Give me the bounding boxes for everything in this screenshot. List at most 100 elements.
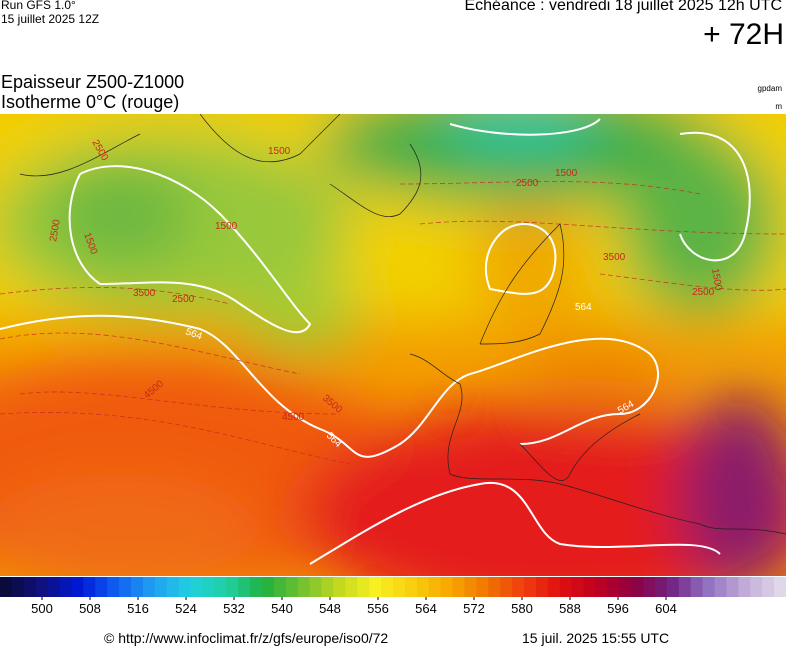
colorbar-cell	[452, 577, 465, 597]
colorbar-cell	[524, 577, 537, 597]
colorbar-cell	[154, 577, 168, 597]
colorbar-cell	[762, 577, 775, 597]
contour-label: 1500	[268, 146, 291, 157]
colorbar-cell	[464, 577, 477, 597]
colorbar-cell	[512, 577, 525, 597]
contour-label: 1500	[709, 268, 724, 292]
colorbar-cell	[428, 577, 442, 597]
colorbar-cell	[131, 577, 144, 597]
colorbar-cell	[726, 577, 739, 597]
colorbar-cell	[535, 577, 549, 597]
contour-label: 2500	[172, 294, 195, 305]
colorbar-cell	[35, 577, 49, 597]
run-date: 15 juillet 2025 12Z	[1, 12, 100, 26]
colorbar-cell	[321, 577, 334, 597]
colorbar-cell	[345, 577, 358, 597]
colorbar-cell	[678, 577, 692, 597]
colorbar-cell	[416, 577, 430, 597]
colorbar-cell	[273, 577, 287, 597]
colorbar-cell	[547, 577, 561, 597]
colorbar-cell	[369, 577, 382, 597]
colorbar-cell	[690, 577, 704, 597]
colorbar-cell	[738, 577, 751, 597]
colorbar-cell	[142, 577, 156, 597]
contour-label: 2500	[692, 287, 715, 298]
colorbar-cell	[381, 577, 394, 597]
colorbar-label: 540	[271, 601, 293, 616]
colorbar-cell	[440, 577, 454, 597]
lead-time: + 72H	[703, 18, 784, 51]
colorbar-cell	[559, 577, 573, 597]
colorbar-cell	[0, 577, 13, 597]
contour-label: 2500	[48, 218, 63, 242]
colorbar-label: 572	[463, 601, 485, 616]
contour-label: 1500	[555, 168, 578, 179]
contour-label: 4500	[282, 412, 305, 423]
colorbar-cell	[333, 577, 346, 597]
colorbar-label: 588	[559, 601, 581, 616]
unit: gpdam	[757, 84, 782, 93]
title-line: Epaisseur Z500-Z1000	[1, 72, 185, 92]
map: 2500 1500 1500 2500 1500 3500 2500 564 4…	[0, 114, 786, 576]
colorbar-cell	[107, 577, 120, 597]
colorbar-cell	[714, 577, 727, 597]
colorbar-cell	[119, 577, 132, 597]
contour-label: 3500	[603, 252, 626, 263]
title-line: Isotherme 0°C (rouge)	[1, 92, 180, 112]
coastlines	[19, 114, 786, 535]
contour-label: 2500	[516, 178, 539, 189]
colorbar-cell	[285, 577, 299, 597]
colorbar-label: 580	[511, 601, 533, 616]
colorbar-cell	[250, 577, 263, 597]
colorbar-cell	[631, 577, 644, 597]
colorbar-cell	[643, 577, 656, 597]
isotherm-lines	[0, 181, 786, 465]
colorbar-cell	[47, 577, 61, 597]
colorbar-cell	[59, 577, 72, 597]
colorbar-cell	[404, 577, 418, 597]
colorbar-cell	[238, 577, 251, 597]
contour-label: 564	[575, 302, 592, 313]
colorbar-label: 564	[415, 601, 437, 616]
colorbar-cell	[95, 577, 108, 597]
colorbar-cell	[262, 577, 275, 597]
colorbar-cell	[655, 577, 668, 597]
colorbar-cell	[595, 577, 608, 597]
colorbar-cell	[23, 577, 37, 597]
colorbar-cell	[619, 577, 632, 597]
colorbar-cell	[571, 577, 585, 597]
colorbar-cell	[393, 577, 406, 597]
colorbar-cell	[83, 577, 96, 597]
colorbar-cell	[488, 577, 501, 597]
colorbar-cell	[214, 577, 227, 597]
colorbar-cell	[178, 577, 192, 597]
colorbar-cell	[226, 577, 239, 597]
unit: m	[775, 102, 782, 111]
colorbar-cell	[774, 577, 786, 597]
colorbar-label: 516	[127, 601, 149, 616]
colorbar-label: 548	[319, 601, 341, 616]
colorbar-label: 604	[655, 601, 677, 616]
colorbar-cell	[583, 577, 596, 597]
colorbar-label: 532	[223, 601, 245, 616]
colorbar-cell	[71, 577, 84, 597]
forecast-time: Echéance : vendredi 18 juillet 2025 12h …	[464, 0, 782, 14]
colorbar-cell	[297, 577, 311, 597]
colorbar: 500 508 516 524 532 540 548 556 564 572 580 588 596 6…	[0, 577, 786, 616]
colorbar-cell	[750, 577, 763, 597]
colorbar-cell	[11, 577, 25, 597]
colorbar-label: 500	[31, 601, 53, 616]
colorbar-cell	[702, 577, 716, 597]
colorbar-cell	[202, 577, 215, 597]
colorbar-cell	[500, 577, 513, 597]
colorbar-cell	[476, 577, 489, 597]
contour-label: 1500	[215, 221, 238, 232]
source-link: © http://www.infoclimat.fr/z/gfs/europe/…	[104, 630, 389, 646]
colorbar-cell	[357, 577, 370, 597]
isoline-564	[0, 118, 751, 565]
thickness-field	[0, 114, 786, 576]
timestamp: 15 juil. 2025 15:55 UTC	[522, 630, 670, 646]
colorbar-cell	[190, 577, 203, 597]
colorbar-label: 508	[79, 601, 101, 616]
